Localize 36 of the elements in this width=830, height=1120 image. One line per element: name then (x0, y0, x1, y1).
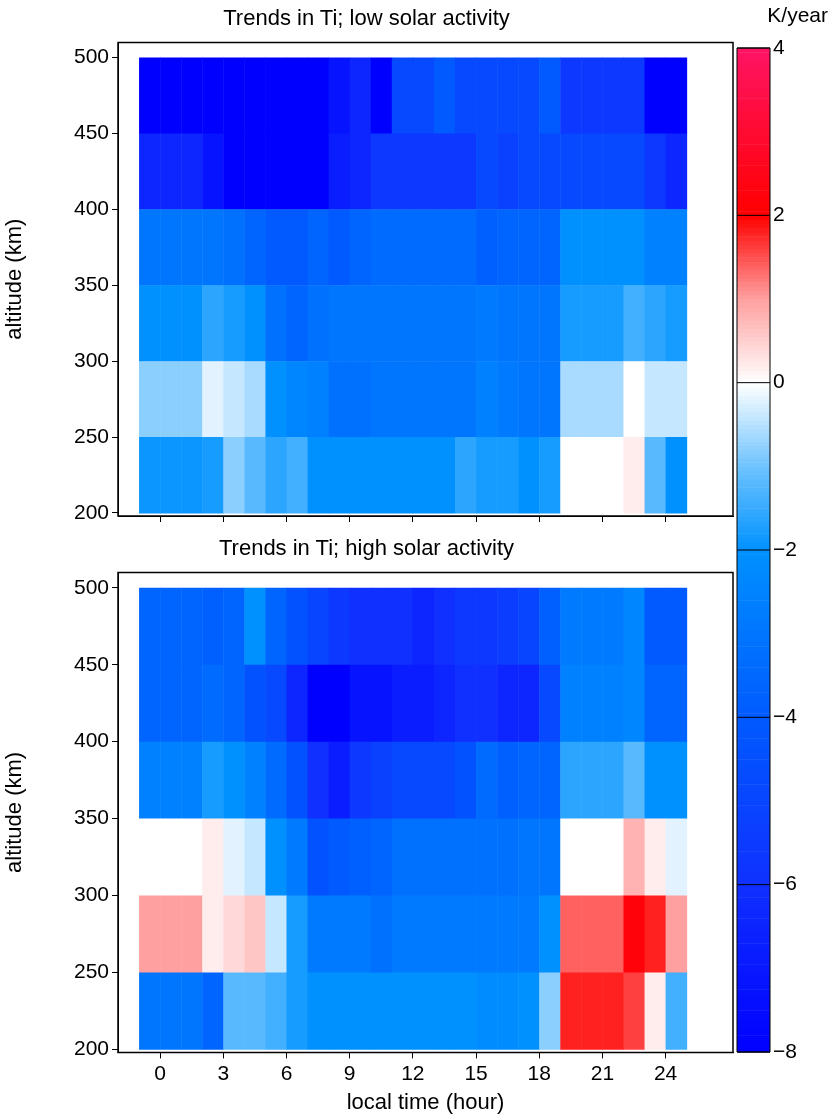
color-bar-title: K/year (767, 3, 828, 27)
y-tick-label: 400 (73, 728, 109, 752)
x-tick-label: 15 (464, 1060, 488, 1084)
y-tick-label: 450 (73, 651, 109, 675)
y-axis-title: altitude (km) (1, 218, 27, 340)
chart-title: Trends in Ti; low solar activity (223, 5, 510, 31)
chart-title: Trends in Ti; high solar activity (218, 535, 515, 561)
y-tick-label: 400 (73, 196, 109, 220)
color-bar-label: −8 (773, 1038, 797, 1062)
y-tick-label: 500 (73, 44, 109, 68)
color-bar-label: 2 (773, 202, 785, 226)
y-tick-label: 450 (73, 120, 109, 144)
y-tick-label: 350 (73, 272, 109, 296)
y-tick-label: 500 (73, 574, 109, 598)
color-bar-label: 4 (773, 34, 785, 58)
x-tick-label: 12 (401, 1060, 425, 1084)
color-bar-label: −2 (773, 536, 797, 560)
x-axis-title: local time (hour) (346, 1088, 505, 1114)
x-tick-label: 0 (154, 1060, 166, 1084)
color-bar-label: −4 (773, 704, 798, 728)
y-tick-label: 350 (73, 805, 109, 829)
x-tick-label: 6 (280, 1060, 293, 1084)
color-bar-label: −6 (773, 871, 797, 895)
x-tick-label: 21 (590, 1060, 615, 1084)
y-tick-label: 200 (73, 499, 109, 523)
color-bar-label: 0 (773, 369, 785, 393)
y-tick-label: 300 (73, 347, 109, 371)
x-tick-label: 9 (343, 1060, 356, 1084)
y-tick-label: 250 (73, 423, 109, 447)
y-axis-title: altitude (km) (1, 751, 27, 873)
x-tick-label: 3 (217, 1060, 230, 1084)
y-tick-label: 250 (73, 959, 109, 983)
y-tick-label: 300 (73, 882, 109, 906)
y-tick-label: 200 (73, 1036, 109, 1060)
x-tick-label: 24 (653, 1060, 678, 1084)
x-tick-label: 18 (527, 1060, 551, 1084)
